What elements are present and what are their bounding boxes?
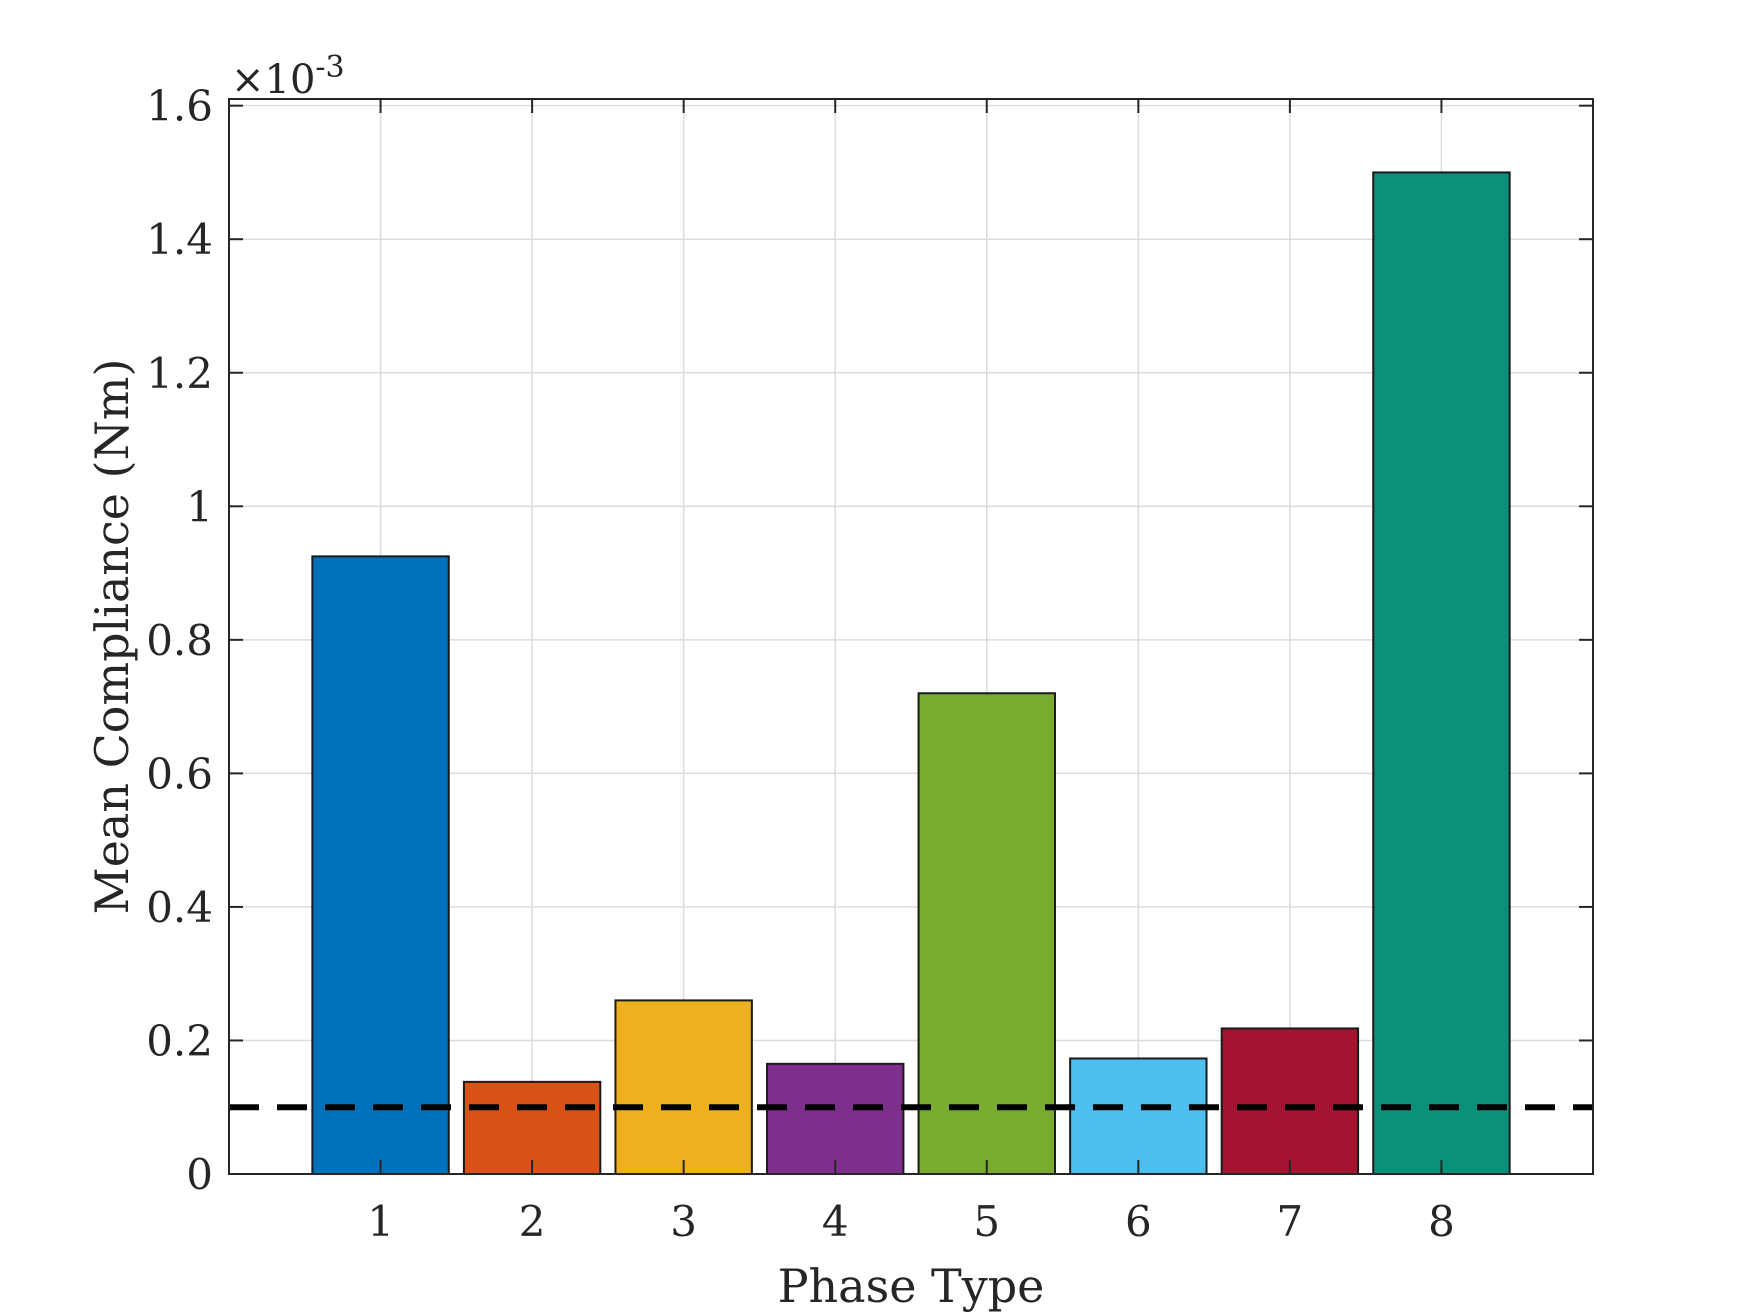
y-tick-label: 1 — [186, 482, 213, 531]
bar-phase-6 — [1069, 1057, 1208, 1175]
y-axis-label: Mean Compliance (Nm) — [85, 359, 139, 915]
x-tick-labels: 1 2 3 4 5 6 7 8 — [367, 1197, 1455, 1246]
y-tick-label: 0.8 — [146, 616, 213, 665]
exponent-power: -3 — [315, 50, 344, 85]
bar-phase-4 — [766, 1062, 905, 1176]
x-tick-label: 2 — [519, 1197, 546, 1246]
y-tick-label: 1.6 — [146, 82, 213, 131]
exponent-base: ×10 — [231, 57, 315, 103]
bar-phase-1 — [311, 555, 450, 1175]
y-tick-labels: 0 0.2 0.4 0.6 0.8 1 1.2 1.4 1.6 — [146, 82, 213, 1199]
x-tick-label: 6 — [1125, 1197, 1152, 1246]
y-tick-label: 0.4 — [146, 883, 213, 932]
y-tick-label: 1.4 — [146, 215, 213, 264]
bar-phase-7 — [1220, 1027, 1360, 1176]
bar-phase-8 — [1372, 171, 1511, 1175]
x-tick-label: 4 — [822, 1197, 849, 1246]
tick-marks — [229, 99, 1593, 1175]
y-axis-exponent: ×10-3 — [231, 50, 345, 103]
x-tick-label: 3 — [670, 1197, 697, 1246]
y-tick-label: 1.2 — [146, 349, 213, 398]
x-axis-label: Phase Type — [778, 1259, 1045, 1313]
x-tick-label: 1 — [367, 1197, 394, 1246]
bar-phase-3 — [614, 999, 753, 1175]
x-tick-label: 5 — [973, 1197, 1000, 1246]
y-tick-label: 0.6 — [146, 749, 213, 798]
plot-area — [229, 99, 1593, 1174]
bar-phase-5 — [917, 692, 1056, 1175]
x-tick-label: 7 — [1277, 1197, 1304, 1246]
bars — [311, 171, 1511, 1176]
x-tick-label: 8 — [1428, 1197, 1455, 1246]
y-tick-label: 0.2 — [146, 1016, 213, 1065]
axes-box — [228, 98, 1594, 1175]
y-tick-label: 0 — [186, 1150, 213, 1199]
